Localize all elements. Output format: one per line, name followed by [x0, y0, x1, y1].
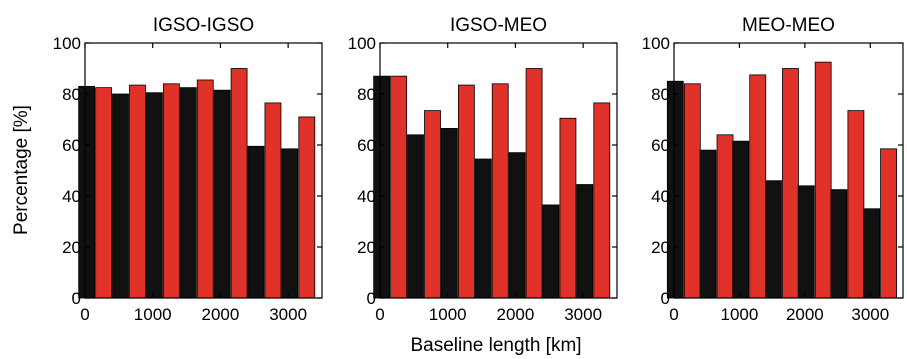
- bar-p1-s2-5: [230, 68, 248, 299]
- bar-p3-s1-3: [732, 140, 750, 299]
- y-tick-label-p3-40: 40: [651, 187, 670, 206]
- bar-p1-s1-4: [179, 87, 197, 299]
- y-tick-label-p1-40: 40: [62, 187, 81, 206]
- y-tick-label-p2-100: 100: [348, 34, 376, 53]
- plot-frame-3: [673, 42, 904, 299]
- bar-p2-s2-5: [525, 68, 543, 299]
- bar-p1-s1-6: [247, 145, 265, 299]
- plot-frame-1: [84, 42, 323, 299]
- x-axis-label: Baseline length [km]: [410, 335, 581, 356]
- x-tick-label-p2-2000: 2000: [497, 305, 535, 324]
- bar-p2-s1-5: [508, 152, 526, 299]
- bar-p3-s2-2: [716, 134, 734, 299]
- panel-title-1: IGSO-IGSO: [153, 15, 254, 36]
- y-tick-label-p3-60: 60: [651, 136, 670, 155]
- y-tick-label-p2-20: 20: [357, 238, 376, 257]
- x-tick-label-p2-1000: 1000: [429, 305, 467, 324]
- bar-p2-s1-7: [576, 184, 594, 299]
- y-tick-label-p2-60: 60: [357, 136, 376, 155]
- bar-p3-s2-7: [880, 148, 897, 299]
- bar-p1-s1-3: [145, 92, 163, 299]
- bar-p2-s2-6: [559, 117, 577, 299]
- y-axis-label: Percentage [%]: [11, 105, 32, 235]
- x-tick-label-p1-1000: 1000: [134, 305, 172, 324]
- y-tick-label-p2-80: 80: [357, 85, 376, 104]
- bar-p3-s2-3: [749, 74, 767, 299]
- bar-p3-s1-5: [797, 185, 815, 299]
- bar-p2-s2-1: [390, 75, 408, 299]
- bar-p3-s1-2: [699, 149, 717, 299]
- y-tick-label-p3-20: 20: [651, 238, 670, 257]
- x-tick-label-p1-0: 0: [80, 305, 89, 324]
- y-tick-label-p3-0: 0: [661, 289, 670, 308]
- bar-p1-s2-7: [298, 116, 316, 299]
- bar-p2-s1-2: [407, 134, 424, 299]
- bar-p1-s1-2: [112, 93, 129, 299]
- x-tick-label-p3-3000: 3000: [851, 305, 889, 324]
- bar-p1-s2-6: [264, 102, 282, 299]
- bar-p3-s1-4: [765, 180, 782, 299]
- x-tick-label-p1-3000: 3000: [269, 305, 307, 324]
- plot-frame-2: [379, 42, 618, 299]
- bar-p2-s1-6: [542, 204, 560, 299]
- bar-p1-s1-7: [281, 148, 299, 299]
- y-tick-label-p2-40: 40: [357, 187, 376, 206]
- y-tick-label-p1-100: 100: [53, 34, 81, 53]
- bar-p3-s2-4: [782, 68, 799, 299]
- panel-title-3: MEO-MEO: [742, 15, 835, 36]
- bar-p2-s1-4: [474, 158, 492, 299]
- y-tick-label-p1-80: 80: [62, 85, 81, 104]
- bar-p2-s2-3: [457, 84, 475, 299]
- bar-p2-s1-3: [440, 128, 458, 299]
- bar-p3-s2-5: [814, 61, 832, 299]
- y-tick-label-p1-60: 60: [62, 136, 81, 155]
- bar-p3-s1-6: [830, 189, 848, 299]
- bar-p3-s2-6: [847, 110, 865, 299]
- bar-p1-s2-1: [95, 87, 113, 299]
- bar-p2-s1-1: [373, 75, 391, 299]
- y-tick-label-p3-100: 100: [642, 34, 670, 53]
- bar-p1-s1-1: [78, 85, 96, 299]
- bar-p3-s2-1: [683, 83, 701, 299]
- bar-p2-s2-2: [424, 110, 441, 299]
- x-tick-label-p2-3000: 3000: [564, 305, 602, 324]
- x-tick-label-p1-2000: 2000: [202, 305, 240, 324]
- bar-p3-s1-7: [863, 208, 880, 299]
- bar-p1-s2-4: [196, 79, 214, 299]
- bar-p1-s2-2: [129, 84, 146, 299]
- x-tick-label-p3-1000: 1000: [721, 305, 759, 324]
- bar-p1-s1-5: [213, 89, 231, 299]
- bar-p2-s2-4: [491, 83, 509, 299]
- panel-title-2: IGSO-MEO: [450, 15, 547, 36]
- bar-p2-s2-7: [593, 102, 611, 299]
- y-tick-label-p3-80: 80: [651, 85, 670, 104]
- y-tick-label-p2-0: 0: [367, 289, 376, 308]
- x-tick-label-p3-0: 0: [669, 305, 678, 324]
- bar-p1-s2-3: [162, 83, 180, 299]
- x-tick-label-p2-0: 0: [375, 305, 384, 324]
- y-tick-label-p1-0: 0: [72, 289, 81, 308]
- x-tick-label-p3-2000: 2000: [786, 305, 824, 324]
- y-tick-label-p1-20: 20: [62, 238, 81, 257]
